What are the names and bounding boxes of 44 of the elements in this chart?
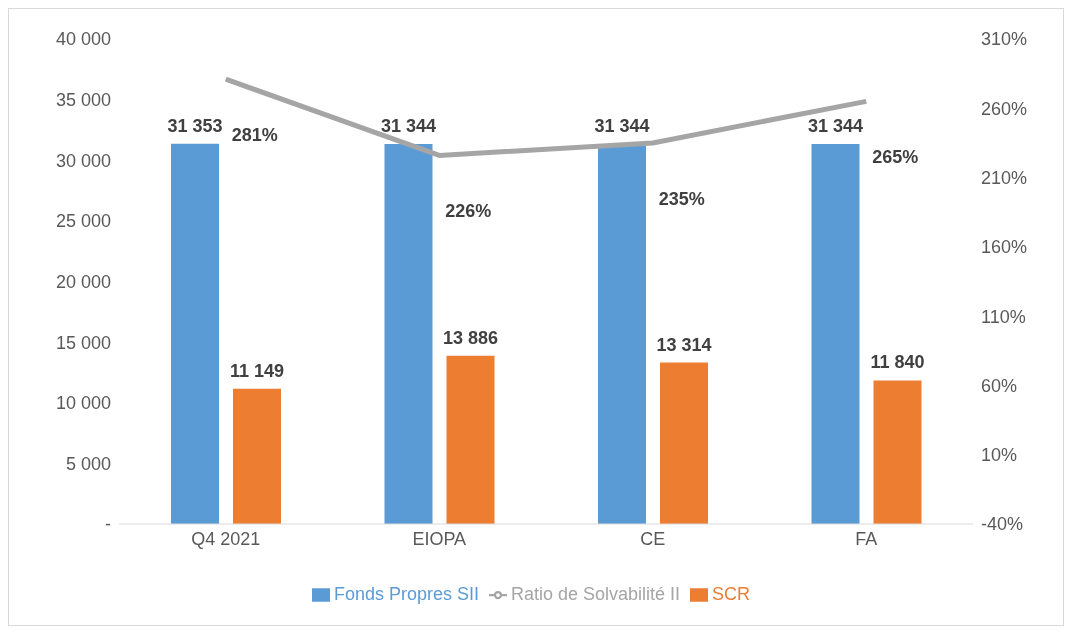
y-tick-label: 25 000 <box>55 211 111 232</box>
data-label: 31 344 <box>807 115 864 136</box>
legend-label: Fonds Propres SII <box>333 584 479 604</box>
y-tick-label: 20 000 <box>55 271 111 292</box>
y2-tick-label: 60% <box>981 375 1018 396</box>
data-label: 11 840 <box>870 352 925 373</box>
y2-tick-label: 260% <box>981 98 1028 119</box>
bar <box>660 362 708 524</box>
data-label: 31 344 <box>594 115 650 136</box>
y-tick-label: 35 000 <box>55 90 111 111</box>
x-tick-label: Q4 2021 <box>191 528 261 549</box>
bar <box>873 380 922 524</box>
y2-tick-label: -40% <box>981 514 1024 535</box>
x-tick-label: FA <box>855 528 878 549</box>
data-label: 13 886 <box>442 327 499 348</box>
data-label: 281% <box>231 125 278 146</box>
y2-tick-label: 160% <box>981 237 1028 258</box>
data-label: 11 149 <box>229 360 285 381</box>
bar <box>233 388 281 524</box>
bar <box>384 143 433 524</box>
y2-tick-label: 110% <box>981 306 1026 327</box>
y-tick-label: 5 000 <box>65 453 111 474</box>
y2-tick-label: 210% <box>981 167 1028 188</box>
bar <box>598 143 646 524</box>
bar <box>171 143 219 524</box>
legend-label: Ratio de Solvabilité II <box>510 584 681 604</box>
legend-label: SCR <box>712 584 751 604</box>
x-tick-label: CE <box>640 528 666 549</box>
y-tick-label: 30 000 <box>55 150 111 171</box>
data-label: 235% <box>658 188 705 209</box>
y-tick-label: - <box>105 514 111 535</box>
x-tick-label: EIOPA <box>412 528 467 549</box>
y-tick-label: 10 000 <box>55 393 111 414</box>
data-label: 31 344 <box>380 115 437 136</box>
y-tick-label: 15 000 <box>55 332 111 353</box>
bar <box>446 355 495 524</box>
data-label: 265% <box>872 147 919 168</box>
y2-tick-label: 10% <box>981 445 1018 466</box>
data-label: 226% <box>445 201 492 222</box>
y2-tick-label: 310% <box>981 29 1028 50</box>
y-tick-label: 40 000 <box>55 29 111 50</box>
data-label: 31 353 <box>167 115 223 136</box>
data-label: 13 314 <box>656 334 712 355</box>
bar <box>811 143 860 524</box>
